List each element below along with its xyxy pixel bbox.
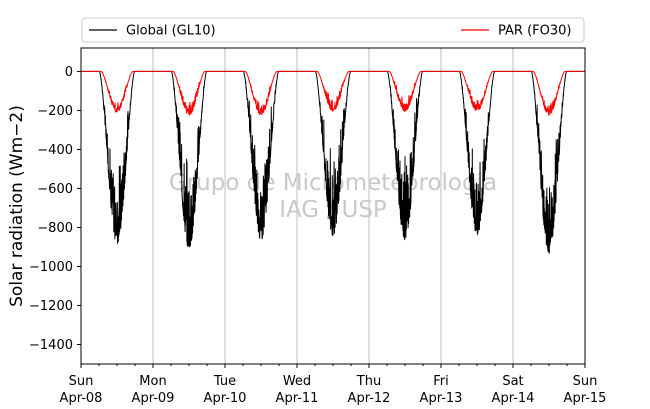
x-tick-label-date: Apr-08 — [60, 391, 103, 406]
y-tick-label: −200 — [37, 104, 73, 119]
x-tick-label-date: Apr-11 — [276, 391, 319, 406]
x-tick-label-date: Apr-12 — [348, 391, 391, 406]
series-lines — [80, 70, 586, 254]
legend-label: PAR (FO30) — [498, 24, 571, 39]
legend-label: Global (GL10) — [126, 24, 216, 39]
y-tick-label: −1200 — [29, 299, 73, 314]
x-tick-label-date: Apr-13 — [420, 391, 463, 406]
series-line — [80, 70, 586, 254]
x-tick-label-date: Apr-15 — [564, 391, 607, 406]
x-tick-label-day: Sun — [69, 374, 94, 389]
legend: Global (GL10) PAR (FO30) — [81, 17, 585, 43]
y-tick-label: −800 — [37, 221, 73, 236]
y-tick-label: −1400 — [29, 338, 73, 353]
x-tick-label-day: Thu — [356, 374, 381, 389]
y-tick-label: −400 — [37, 143, 73, 158]
legend-box — [81, 17, 585, 43]
x-tick-label-day: Mon — [139, 374, 166, 389]
y-axis: 0 −200 −400 −600 −800 −1000 −1200 −1400 — [29, 65, 81, 353]
y-axis-label: Solar radiation (Wm−2) — [7, 105, 27, 307]
x-tick-label-day: Sun — [573, 374, 598, 389]
x-tick-label-day: Sat — [502, 374, 523, 389]
x-tick-label-day: Wed — [283, 374, 311, 389]
series-line — [80, 70, 586, 116]
watermark-line: Grupo de Micrometeorologia — [169, 170, 497, 196]
y-tick-label: −600 — [37, 182, 73, 197]
x-tick-label-date: Apr-10 — [204, 391, 247, 406]
y-tick-label: 0 — [65, 65, 73, 80]
y-tick-label: −1000 — [29, 260, 73, 275]
x-tick-label-day: Tue — [213, 374, 236, 389]
x-tick-label-date: Apr-09 — [132, 391, 175, 406]
grid-lines — [152, 48, 514, 364]
x-tick-label-date: Apr-14 — [492, 391, 535, 406]
x-tick-label-day: Fri — [433, 374, 449, 389]
x-axis: Sun Apr-08 Mon Apr-09 Tue Apr-10 Wed Apr-11 Thu A… — [60, 364, 607, 406]
